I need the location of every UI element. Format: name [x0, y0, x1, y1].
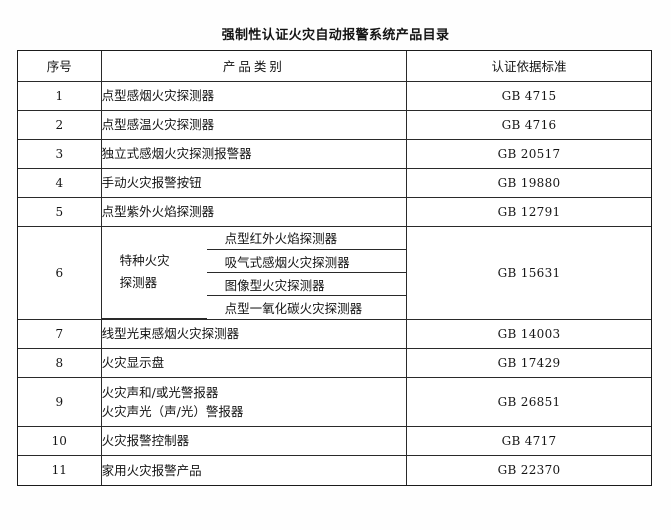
table-row: 4 手动火灾报警按钮 GB 19880	[18, 167, 651, 198]
row-number: 2	[18, 109, 102, 140]
table-row: 8 火灾显示盘 GB 17429	[18, 348, 651, 378]
row-number: 6	[18, 225, 102, 320]
group-label-line-2: 探测器	[119, 275, 158, 291]
table-header-row: 序号 产品类别 认证依据标准	[18, 51, 651, 82]
column-header-standard: 认证依据标准	[406, 51, 651, 82]
subitems-table: 特种火灾 探测器 点型红外火焰探测器 吸气式感烟火灾探测器 图像型火灾探测器	[101, 226, 407, 319]
row-standard: GB 4717	[406, 426, 651, 456]
row-number: 5	[18, 196, 102, 227]
table-row: 7 线型光束感烟火灾探测器 GB 14003	[18, 319, 651, 349]
row-standard: GB 4716	[406, 109, 651, 140]
table-row: 5 点型紫外火焰探测器 GB 12791	[18, 196, 651, 227]
row-number: 4	[18, 167, 102, 198]
table-row: 3 独立式感烟火灾探测报警器 GB 20517	[18, 138, 651, 169]
page-title: 强制性认证火灾自动报警系统产品目录	[221, 28, 450, 43]
row-product-group: 特种火灾 探测器 点型红外火焰探测器 吸气式感烟火灾探测器 图像型火灾探测器	[100, 225, 408, 320]
subitem-row: 图像型火灾探测器	[102, 272, 407, 296]
row-standard: GB 15631	[406, 225, 651, 320]
row-standard: GB 14003	[406, 319, 651, 349]
row-number: 10	[18, 426, 102, 456]
table-row: 10 火灾报警控制器 GB 4717	[18, 426, 651, 456]
table-row: 1 点型感烟火灾探测器 GB 4715	[18, 80, 651, 111]
column-header-no: 序号	[18, 51, 102, 82]
subitem-label: 吸气式感烟火灾探测器	[206, 249, 407, 273]
table-row: 2 点型感温火灾探测器 GB 4716	[18, 109, 651, 140]
row-standard: GB 20517	[406, 138, 651, 169]
subitem-row: 吸气式感烟火灾探测器	[102, 249, 407, 273]
row-number: 1	[18, 80, 102, 111]
table-row-grouped: 6 特种火灾 探测器 点型红外火焰探测器	[18, 225, 651, 320]
subitem-row: 特种火灾 探测器 点型红外火焰探测器	[101, 226, 407, 319]
row-standard: GB 12791	[406, 196, 651, 227]
catalog-table: 序号 产品类别 认证依据标准 1 点型感烟火灾探测器 GB 4715 2 点型感…	[18, 51, 651, 485]
subitem-label: 点型一氧化碳火灾探测器	[206, 295, 407, 319]
row-number: 3	[18, 138, 102, 169]
subitem-row: 点型一氧化碳火灾探测器	[102, 295, 407, 319]
row-number: 8	[18, 348, 102, 378]
row-number: 7	[18, 319, 102, 349]
row-standard: GB 22370	[406, 455, 651, 485]
row-number: 11	[18, 455, 102, 485]
group-label-line-1: 特种火灾	[119, 253, 170, 269]
row-standard: GB 26851	[406, 377, 651, 427]
row-product: 点型紫外火焰探测器	[100, 196, 408, 227]
row-product: 家用火灾报警产品	[100, 455, 408, 485]
row-standard: GB 4715	[406, 80, 651, 111]
row-product: 独立式感烟火灾探测报警器	[100, 138, 408, 169]
row-standard: GB 17429	[406, 348, 651, 378]
row-product: 火灾声和/或光警报器 火灾声光（声/光）警报器	[100, 377, 408, 427]
catalog-table-container: 序号 产品类别 认证依据标准 1 点型感烟火灾探测器 GB 4715 2 点型感…	[17, 50, 652, 486]
row-product: 火灾报警控制器	[100, 426, 408, 456]
row-product-line-1: 火灾声和/或光警报器	[101, 384, 219, 400]
column-header-product: 产品类别	[100, 51, 408, 82]
row-product-line-2: 火灾声光（声/光）警报器	[101, 404, 244, 419]
row-product: 线型光束感烟火灾探测器	[100, 319, 408, 349]
row-product: 手动火灾报警按钮	[100, 167, 408, 198]
table-row: 9 火灾声和/或光警报器 火灾声光（声/光）警报器 GB 26851	[18, 377, 651, 427]
subitem-label: 图像型火灾探测器	[206, 272, 407, 296]
table-row: 11 家用火灾报警产品 GB 22370	[18, 455, 651, 485]
row-number: 9	[18, 377, 102, 427]
group-category-label: 特种火灾 探测器	[101, 226, 207, 319]
row-standard: GB 19880	[406, 167, 651, 198]
subitem-label: 点型红外火焰探测器	[206, 226, 407, 250]
row-product: 火灾显示盘	[100, 348, 408, 378]
row-product: 点型感烟火灾探测器	[100, 80, 408, 111]
row-product: 点型感温火灾探测器	[100, 109, 408, 140]
